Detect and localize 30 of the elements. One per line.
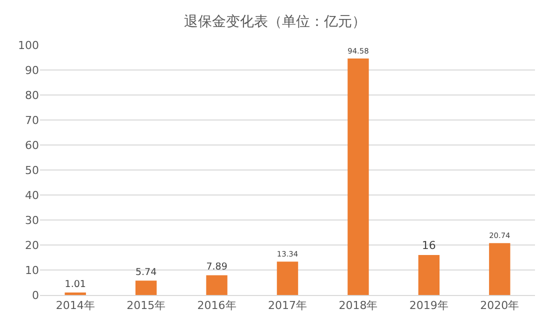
y-tick-label: 10 [25,264,39,277]
y-tick-label: 0 [32,288,39,302]
chart-title: 退保金变化表（单位：亿元） [184,14,366,30]
data-label: 7.89 [206,262,228,273]
y-tick-label: 100 [18,38,39,52]
y-tick-label: 60 [25,138,39,152]
x-tick-label: 2020年 [480,299,520,312]
x-tick-label: 2015年 [126,299,166,312]
x-tick-label: 2017年 [268,299,307,312]
y-tick-label: 70 [25,114,39,127]
y-tick-label: 50 [25,164,39,177]
y-tick-label: 30 [25,214,39,227]
bar [276,262,298,295]
bar [348,58,369,295]
x-tick-label: 2018年 [338,299,378,312]
x-tick-label: 2019年 [409,299,448,312]
bar [64,292,86,295]
data-label: 5.74 [135,267,157,278]
bar [135,280,157,295]
bar [489,243,510,295]
x-tick-label: 2016年 [197,299,236,312]
data-label: 16 [422,239,436,252]
y-tick-label: 80 [25,88,39,102]
data-label: 1.01 [64,278,86,290]
bar [418,255,440,295]
x-tick-label: 2014年 [56,299,95,312]
y-tick-label: 20 [25,238,39,252]
y-tick-label: 40 [25,188,39,202]
y-tick-label: 90 [25,64,39,77]
bar [206,275,228,295]
